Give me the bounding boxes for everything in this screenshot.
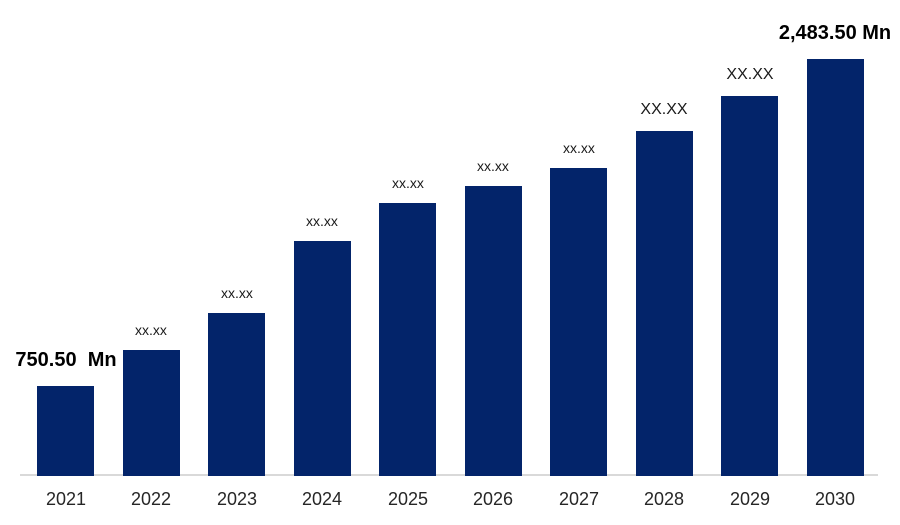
bar-2026 bbox=[465, 186, 522, 476]
value-label-2024: xx.xx bbox=[306, 213, 338, 229]
x-axis-label-2025: 2025 bbox=[387, 489, 429, 509]
value-label-2021: 750.50 Mn bbox=[15, 349, 117, 371]
value-label-2022: xx.xx bbox=[135, 322, 167, 338]
x-axis-label-2023: 2023 bbox=[216, 489, 258, 509]
value-label-2027: xx.xx bbox=[563, 140, 595, 156]
x-axis-label-2030: 2030 bbox=[814, 489, 856, 509]
value-label-2028: XX.XX bbox=[640, 101, 688, 118]
bar-2025 bbox=[379, 203, 436, 476]
x-axis-label-2028: 2028 bbox=[643, 489, 685, 509]
bar-2023 bbox=[208, 313, 265, 476]
x-axis-label-2024: 2024 bbox=[301, 489, 343, 509]
bar-2029 bbox=[721, 96, 778, 476]
bar-2024 bbox=[294, 241, 351, 476]
x-axis-label-2027: 2027 bbox=[558, 489, 600, 509]
bar-2027 bbox=[550, 168, 607, 476]
bar-2028 bbox=[636, 131, 693, 476]
bar-2022 bbox=[123, 350, 180, 476]
bar-2021 bbox=[37, 386, 94, 476]
value-label-2023: xx.xx bbox=[221, 285, 253, 301]
value-label-2026: xx.xx bbox=[477, 158, 509, 174]
x-axis-label-2029: 2029 bbox=[729, 489, 771, 509]
value-label-2029: XX.XX bbox=[726, 66, 774, 83]
value-label-2030: 2,483.50 Mn bbox=[778, 22, 892, 44]
x-axis-label-2026: 2026 bbox=[472, 489, 514, 509]
x-axis-label-2021: 2021 bbox=[45, 489, 87, 509]
x-axis-line bbox=[20, 474, 878, 476]
x-axis-label-2022: 2022 bbox=[130, 489, 172, 509]
value-label-2025: xx.xx bbox=[392, 175, 424, 191]
bar-2030 bbox=[807, 59, 864, 476]
